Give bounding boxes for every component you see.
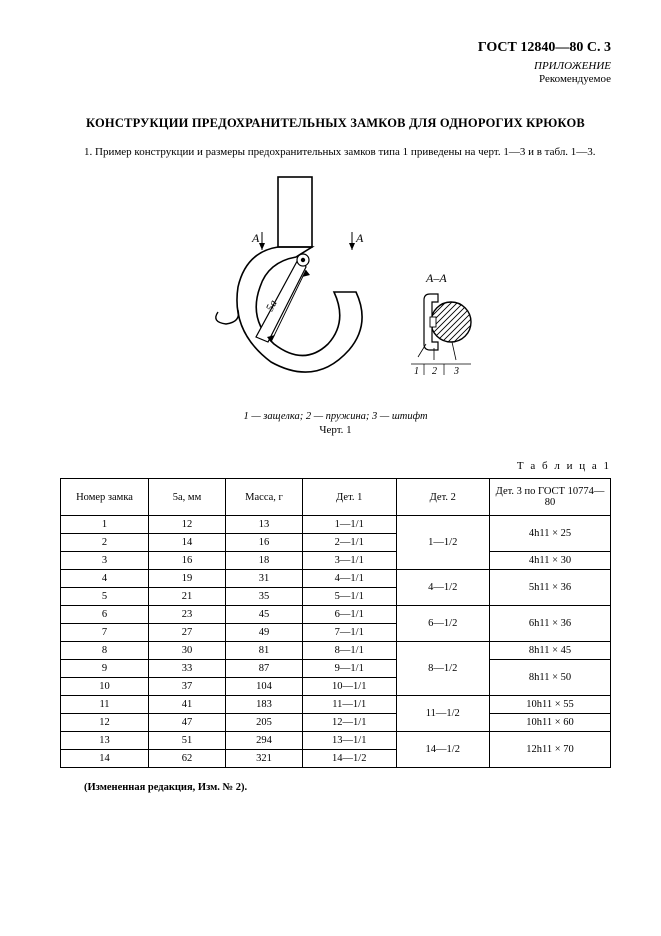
table-cell: 9 bbox=[61, 660, 149, 678]
table-cell: 13 bbox=[226, 516, 303, 534]
table-cell: 8—1/2 bbox=[396, 642, 490, 696]
table-cell: 2—1/1 bbox=[303, 534, 397, 552]
table-cell: 13—1/1 bbox=[303, 732, 397, 750]
table-cell: 33 bbox=[149, 660, 226, 678]
page-header-gost: ГОСТ 12840—80 C. 3 bbox=[60, 40, 611, 56]
col-5a: 5a, мм bbox=[149, 479, 226, 516]
table-cell: 7—1/1 bbox=[303, 624, 397, 642]
table-cell: 5—1/1 bbox=[303, 588, 397, 606]
table-cell: 10h11 × 55 bbox=[490, 696, 611, 714]
table-label: Т а б л и ц а 1 bbox=[60, 460, 611, 472]
table-cell: 4—1/2 bbox=[396, 570, 490, 606]
table-cell: 104 bbox=[226, 678, 303, 696]
table-cell: 51 bbox=[149, 732, 226, 750]
table-cell: 12 bbox=[149, 516, 226, 534]
table-cell: 1—1/2 bbox=[396, 516, 490, 570]
table-cell: 49 bbox=[226, 624, 303, 642]
table-cell: 27 bbox=[149, 624, 226, 642]
table-cell: 19 bbox=[149, 570, 226, 588]
table-cell: 81 bbox=[226, 642, 303, 660]
table-cell: 8h11 × 50 bbox=[490, 660, 611, 696]
col-mass: Масса, г bbox=[226, 479, 303, 516]
table-cell: 11—1/1 bbox=[303, 696, 397, 714]
table-cell: 10h11 × 60 bbox=[490, 714, 611, 732]
table-cell: 7 bbox=[61, 624, 149, 642]
table-cell: 4h11 × 25 bbox=[490, 516, 611, 552]
col-det1: Дет. 1 bbox=[303, 479, 397, 516]
section-a-right: A bbox=[355, 231, 364, 245]
figure-label: Черт. 1 bbox=[60, 424, 611, 436]
table-cell: 9—1/1 bbox=[303, 660, 397, 678]
table-cell: 1—1/1 bbox=[303, 516, 397, 534]
section-a-left: A bbox=[251, 231, 260, 245]
table-cell: 13 bbox=[61, 732, 149, 750]
table-cell: 14 bbox=[149, 534, 226, 552]
table-cell: 11—1/2 bbox=[396, 696, 490, 732]
table-cell: 6 bbox=[61, 606, 149, 624]
table-cell: 37 bbox=[149, 678, 226, 696]
callout-1: 1 bbox=[414, 366, 419, 377]
table-cell: 6—1/2 bbox=[396, 606, 490, 642]
table-cell: 62 bbox=[149, 750, 226, 768]
col-det3: Дет. 3 по ГОСТ 10774—80 bbox=[490, 479, 611, 516]
callout-2: 2 bbox=[432, 366, 437, 377]
table-cell: 87 bbox=[226, 660, 303, 678]
table-cell: 14—1/2 bbox=[396, 732, 490, 768]
table-cell: 294 bbox=[226, 732, 303, 750]
table-cell: 12h11 × 70 bbox=[490, 732, 611, 768]
table-cell: 16 bbox=[149, 552, 226, 570]
table-cell: 21 bbox=[149, 588, 226, 606]
table-cell: 8 bbox=[61, 642, 149, 660]
annex-line2: Рекомендуемое bbox=[60, 73, 611, 86]
table-cell: 30 bbox=[149, 642, 226, 660]
table-cell: 23 bbox=[149, 606, 226, 624]
table-cell: 12 bbox=[61, 714, 149, 732]
figure-1: 5a A A A–A 1 bbox=[60, 172, 611, 436]
table-cell: 205 bbox=[226, 714, 303, 732]
table-cell: 4 bbox=[61, 570, 149, 588]
table-cell: 5 bbox=[61, 588, 149, 606]
table-cell: 47 bbox=[149, 714, 226, 732]
edition-note: (Измененная редакция, Изм. № 2). bbox=[60, 782, 611, 793]
table-cell: 321 bbox=[226, 750, 303, 768]
table-cell: 5h11 × 36 bbox=[490, 570, 611, 606]
doc-title: КОНСТРУКЦИИ ПРЕДОХРАНИТЕЛЬНЫХ ЗАМКОВ ДЛЯ… bbox=[60, 116, 611, 131]
table-cell: 8—1/1 bbox=[303, 642, 397, 660]
section-aa-label: A–A bbox=[425, 271, 447, 285]
table-cell: 4h11 × 30 bbox=[490, 552, 611, 570]
table-cell: 16 bbox=[226, 534, 303, 552]
table-cell: 8h11 × 45 bbox=[490, 642, 611, 660]
annex-line1: ПРИЛОЖЕНИЕ bbox=[60, 60, 611, 73]
table-cell: 6—1/1 bbox=[303, 606, 397, 624]
table-cell: 10—1/1 bbox=[303, 678, 397, 696]
callout-3: 3 bbox=[453, 366, 459, 377]
table-cell: 3 bbox=[61, 552, 149, 570]
table-cell: 3—1/1 bbox=[303, 552, 397, 570]
table-cell: 10 bbox=[61, 678, 149, 696]
table-cell: 18 bbox=[226, 552, 303, 570]
table-1: Номер замка 5a, мм Масса, г Дет. 1 Дет. … bbox=[60, 478, 611, 768]
table-cell: 14—1/2 bbox=[303, 750, 397, 768]
table-cell: 183 bbox=[226, 696, 303, 714]
table-cell: 45 bbox=[226, 606, 303, 624]
table-cell: 14 bbox=[61, 750, 149, 768]
table-cell: 11 bbox=[61, 696, 149, 714]
table-cell: 12—1/1 bbox=[303, 714, 397, 732]
table-cell: 31 bbox=[226, 570, 303, 588]
col-number: Номер замка bbox=[61, 479, 149, 516]
table-cell: 2 bbox=[61, 534, 149, 552]
table-cell: 4—1/1 bbox=[303, 570, 397, 588]
figure-legend: 1 — защелка; 2 — пружина; 3 — штифт bbox=[60, 411, 611, 422]
paragraph-1: 1. Пример конструкции и размеры предохра… bbox=[60, 145, 611, 160]
table-cell: 6h11 × 36 bbox=[490, 606, 611, 642]
table-cell: 35 bbox=[226, 588, 303, 606]
table-cell: 41 bbox=[149, 696, 226, 714]
table-cell: 1 bbox=[61, 516, 149, 534]
col-det2: Дет. 2 bbox=[396, 479, 490, 516]
